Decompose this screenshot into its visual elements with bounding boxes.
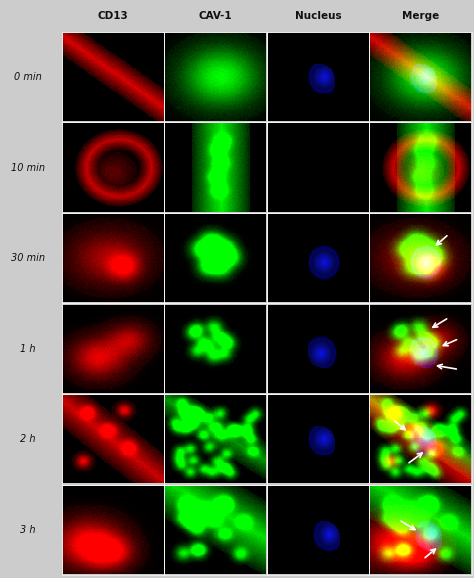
Text: 0 min: 0 min	[14, 72, 42, 82]
Text: CAV-1: CAV-1	[199, 11, 232, 21]
Text: 30 min: 30 min	[11, 253, 45, 263]
Text: 1 h: 1 h	[20, 344, 36, 354]
Text: 3 h: 3 h	[20, 525, 36, 535]
Text: 2 h: 2 h	[20, 434, 36, 444]
Text: Nucleus: Nucleus	[294, 11, 341, 21]
Text: CD13: CD13	[98, 11, 128, 21]
Text: Merge: Merge	[402, 11, 439, 21]
Text: 10 min: 10 min	[11, 162, 45, 173]
